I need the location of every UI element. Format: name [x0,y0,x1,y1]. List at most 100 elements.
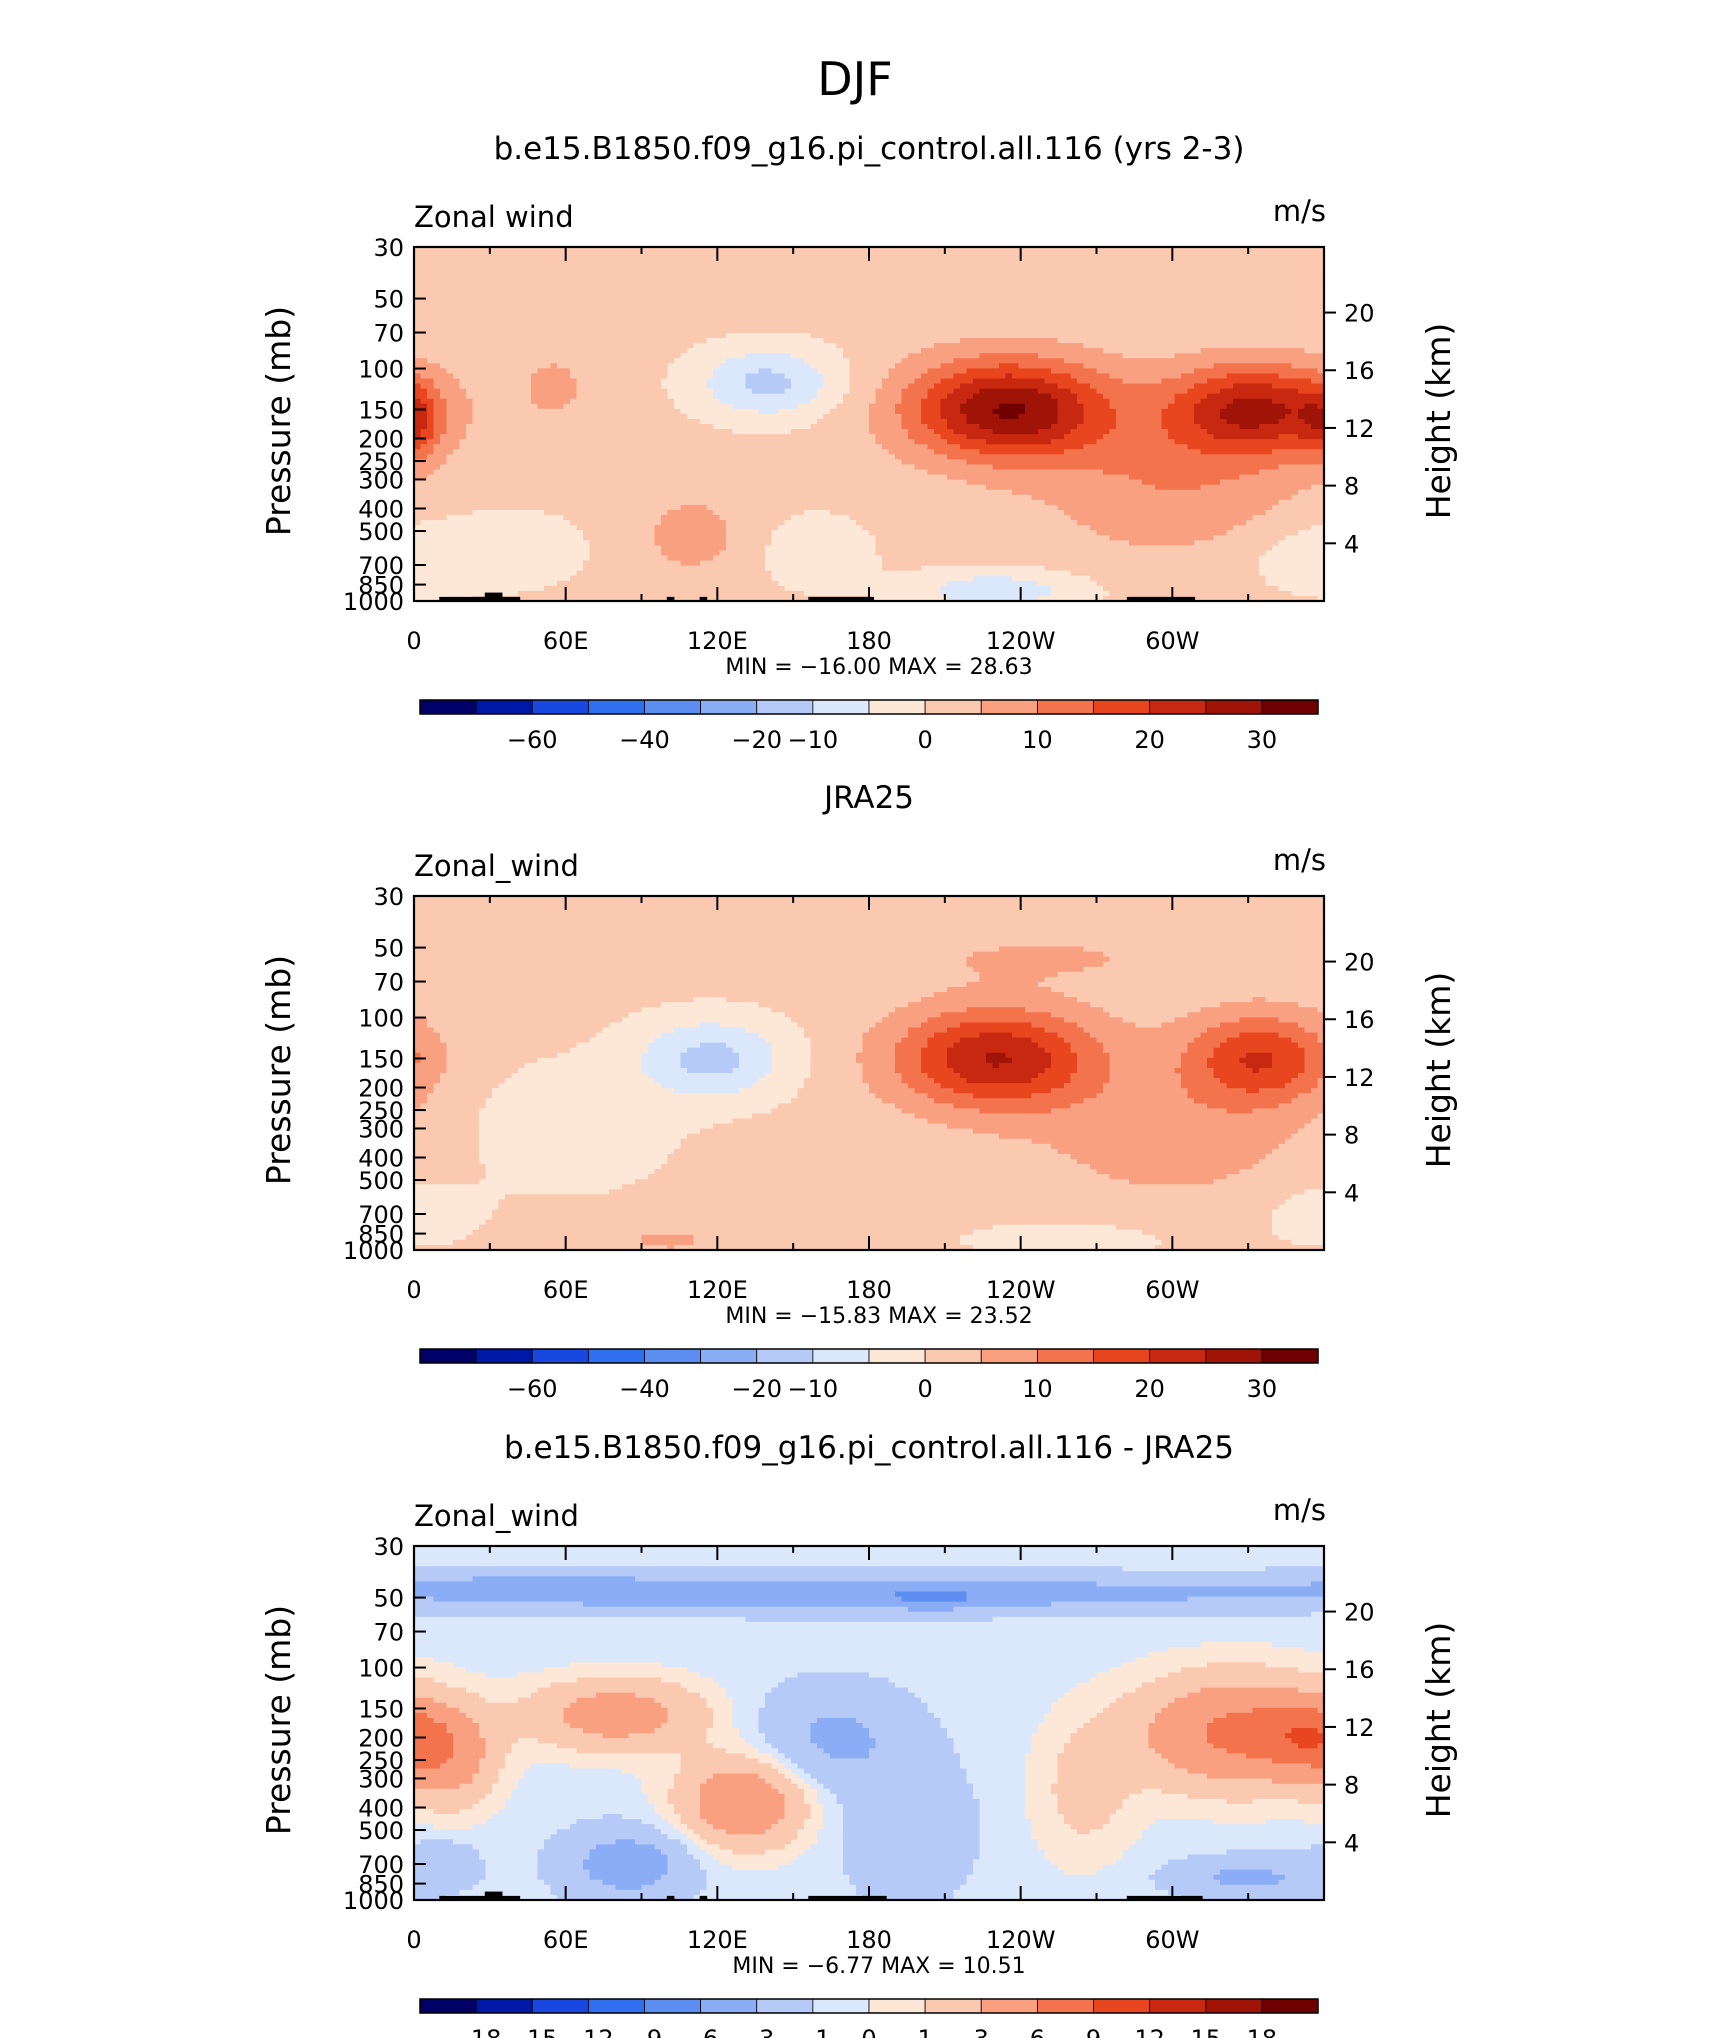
colorbar-swatch [1261,699,1319,715]
topography-bar [666,1895,675,1900]
y-tick-label: 500 [358,1167,404,1195]
y-tick-label: 100 [358,356,404,384]
topography-bar [699,1895,708,1900]
y-tick-label: 300 [358,466,404,494]
x-tick-label: 180 [846,627,892,655]
colorbar-swatch [1036,699,1094,715]
y-tick-label: 250 [358,1747,404,1775]
y-tick-label: 70 [373,320,404,348]
panel-title: b.e15.B1850.f09_g16.pi_control.all.116 (… [494,131,1245,167]
colorbar-label: 9 [1086,2025,1101,2038]
colorbar-label: −9 [627,2025,662,2038]
colorbar-swatch [812,1998,870,2014]
colorbar-swatch [587,699,645,715]
colorbar-swatch [531,699,589,715]
topography-bar [699,596,708,601]
y-tick-label: 30 [373,1533,404,1561]
colorbar-label: −3 [739,2025,774,2038]
colorbar-label: 18 [1247,2025,1278,2038]
colorbar-label: 1 [917,2025,932,2038]
x-tick-label: 60W [1145,1926,1199,1954]
topography-bar [1126,1895,1203,1900]
x-tick-label: 120W [986,1926,1056,1954]
y-tick-label: 1000 [343,1237,404,1265]
x-tick-label: 0 [406,627,421,655]
y-tick-label: 150 [358,1045,404,1073]
topography-bar [484,1891,503,1900]
colorbar-swatch [587,1998,645,2014]
colorbar-swatch [812,699,870,715]
colorbar-swatch [587,1348,645,1364]
figure-main-title: DJF [817,52,892,106]
colorbar-swatch [475,699,533,715]
colorbar-swatch [980,1998,1038,2014]
min-max-label: MIN = −6.77 MAX = 10.51 [732,1954,1025,1979]
y-tick-label: 150 [358,1695,404,1723]
topography-bar [808,596,875,601]
y-axis-title: Pressure (mb) [259,1605,298,1835]
colorbar-label: 10 [1022,1375,1053,1403]
colorbar-swatch [475,1998,533,2014]
colorbar-swatch [1149,1348,1207,1364]
height-tick-label: 20 [1344,1599,1375,1627]
colorbar-label: 12 [1134,2025,1165,2038]
y-tick-label: 300 [358,1115,404,1143]
y-tick-label: 30 [373,234,404,262]
colorbar-label: −10 [788,1375,839,1403]
colorbar-swatch [700,699,758,715]
colorbar-label: −40 [619,1375,670,1403]
colorbar-label: 15 [1190,2025,1221,2038]
units-label: m/s [1273,843,1326,877]
panel-title: JRA25 [822,780,914,816]
variable-label: Zonal wind [414,200,574,234]
contour-field [414,247,1324,601]
colorbar-label: 0 [917,726,932,754]
contour-field [414,1546,1324,1900]
colorbar-swatch [756,699,814,715]
y-tick-label: 200 [358,1075,404,1103]
min-max-label: MIN = −15.83 MAX = 23.52 [725,1304,1032,1329]
y-tick-label: 50 [373,1585,404,1613]
y-axis-title: Pressure (mb) [259,955,298,1185]
colorbar-swatch [1205,1348,1263,1364]
y-tick-label: 700 [358,1851,404,1879]
colorbar-swatch [475,1348,533,1364]
y-tick-label: 500 [358,1817,404,1845]
y-tick-label: 50 [373,286,404,314]
y-tick-label: 150 [358,396,404,424]
x-tick-label: 0 [406,1276,421,1304]
contour-field [414,896,1324,1250]
y-tick-label: 50 [373,935,404,963]
colorbar-swatch [644,699,702,715]
y-tick-label: 400 [358,1144,404,1172]
height-axis-title: Height (km) [1419,323,1458,520]
colorbar-label: −20 [731,726,782,754]
colorbar-swatch [756,1348,814,1364]
colorbar-label: −1 [795,2025,830,2038]
y-tick-label: 1000 [343,1887,404,1915]
y-tick-label: 400 [358,495,404,523]
colorbar-label: −60 [507,726,558,754]
colorbar-swatch [531,1998,589,2014]
topography-bar [439,596,521,601]
colorbar-swatch [700,1348,758,1364]
colorbar-swatch [1093,1348,1151,1364]
colorbar-swatch [868,1998,926,2014]
colorbar-swatch [419,1998,477,2014]
panels-container: b.e15.B1850.f09_g16.pi_control.all.116 (… [259,131,1458,2038]
height-tick-label: 12 [1344,1714,1375,1742]
colorbar-swatch [868,1348,926,1364]
units-label: m/s [1273,1493,1326,1527]
y-tick-label: 100 [358,1655,404,1683]
colorbar-swatch [700,1998,758,2014]
colorbar-swatch [419,699,477,715]
colorbar-swatch [1205,699,1263,715]
x-tick-label: 120W [986,627,1056,655]
y-tick-label: 200 [358,426,404,454]
x-tick-label: 60E [543,1926,589,1954]
colorbar-label: −10 [788,726,839,754]
colorbar-label: −18 [451,2025,502,2038]
colorbar-label: 10 [1022,726,1053,754]
x-tick-label: 120E [687,1926,748,1954]
